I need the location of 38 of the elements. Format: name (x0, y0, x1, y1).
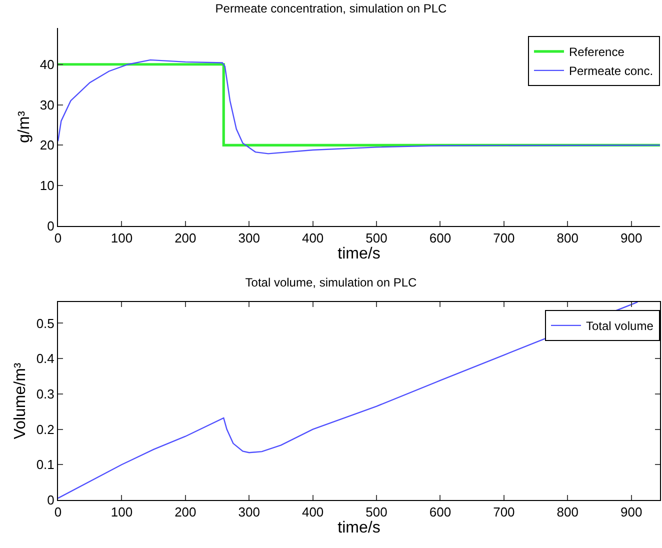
x-axis-title: time/s (338, 520, 380, 537)
y-tick-label: 40 (40, 56, 54, 72)
x-tick-label: 100 (110, 230, 133, 246)
y-tick-label: 10 (40, 178, 54, 194)
x-tick-label: 100 (110, 504, 133, 520)
x-tick-label: 500 (366, 230, 388, 246)
chart-title: Total volume, simulation on PLC (245, 276, 418, 290)
x-tick-label: 400 (302, 504, 324, 520)
y-tick-label: 0 (47, 218, 54, 234)
x-tick-label: 200 (174, 230, 196, 246)
chart-title: Permeate concentration, simulation on PLC (215, 2, 448, 16)
x-tick-label: 800 (556, 504, 578, 520)
legend-label: Total volume (586, 319, 654, 334)
x-tick-label: 600 (429, 230, 452, 246)
x-axis-title: time/s (338, 246, 380, 263)
y-tick-label: 30 (40, 97, 54, 112)
x-tick-label: 400 (302, 230, 324, 246)
x-tick-label: 500 (366, 504, 388, 520)
x-tick-label: 200 (174, 504, 196, 520)
y-tick-label: 0.3 (36, 386, 54, 402)
x-tick-label: 900 (620, 504, 642, 520)
x-tick-label: 700 (493, 504, 515, 520)
y-tick-label: 0 (47, 492, 54, 508)
legend-label: Permeate conc. (569, 64, 654, 78)
x-tick-label: 300 (238, 230, 260, 246)
y-tick-label: 0.5 (36, 316, 54, 331)
x-tick-label: 900 (620, 230, 642, 246)
y-axis-title: Volume/m³ (12, 362, 30, 440)
y-tick-label: 0.2 (36, 422, 54, 437)
x-tick-label: 800 (556, 230, 578, 246)
legend-label: Reference (569, 45, 625, 60)
x-tick-label: 600 (429, 504, 452, 520)
x-tick-label: 700 (493, 230, 515, 246)
y-tick-label: 20 (40, 138, 54, 153)
x-tick-label: 300 (238, 504, 260, 520)
y-axis-title: g/m³ (16, 110, 33, 143)
y-tick-label: 0.1 (36, 457, 54, 472)
y-tick-label: 0.4 (36, 351, 54, 366)
